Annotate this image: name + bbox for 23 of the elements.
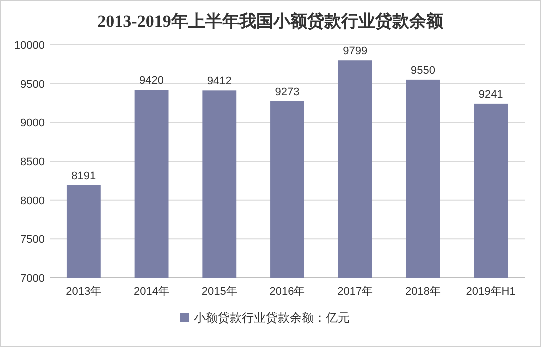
data-label: 9412 (207, 76, 232, 88)
x-tick-label: 2019年H1 (466, 286, 516, 298)
chart-title: 2013-2019年上半年我国小额贷款行业贷款余额 (98, 12, 444, 31)
y-tick-label: 9000 (20, 118, 45, 130)
y-tick-label: 8000 (20, 195, 45, 208)
y-tick-label: 9500 (20, 78, 45, 91)
x-tick-label: 2016年 (270, 286, 306, 298)
y-tick-label: 10000 (14, 40, 45, 52)
x-tick-label: 2014年 (134, 286, 170, 298)
data-label: 9273 (275, 86, 300, 98)
y-tick-label: 8500 (20, 156, 45, 168)
data-label: 8191 (72, 170, 96, 182)
data-label: 9550 (410, 64, 436, 77)
x-tick-label: 2018年 (405, 286, 441, 298)
x-tick-label: 2015年 (202, 286, 238, 298)
x-tick-label: 2013年 (66, 286, 102, 298)
data-label: 9241 (478, 88, 504, 101)
data-label: 9799 (343, 46, 368, 58)
y-tick-label: 7500 (20, 234, 45, 246)
y-tick-label: 7000 (20, 273, 45, 285)
x-tick-label: 2017年 (338, 286, 374, 298)
data-label: 9420 (140, 75, 164, 88)
legend-label: 小额贷款行业贷款余额：亿元 (194, 311, 350, 325)
